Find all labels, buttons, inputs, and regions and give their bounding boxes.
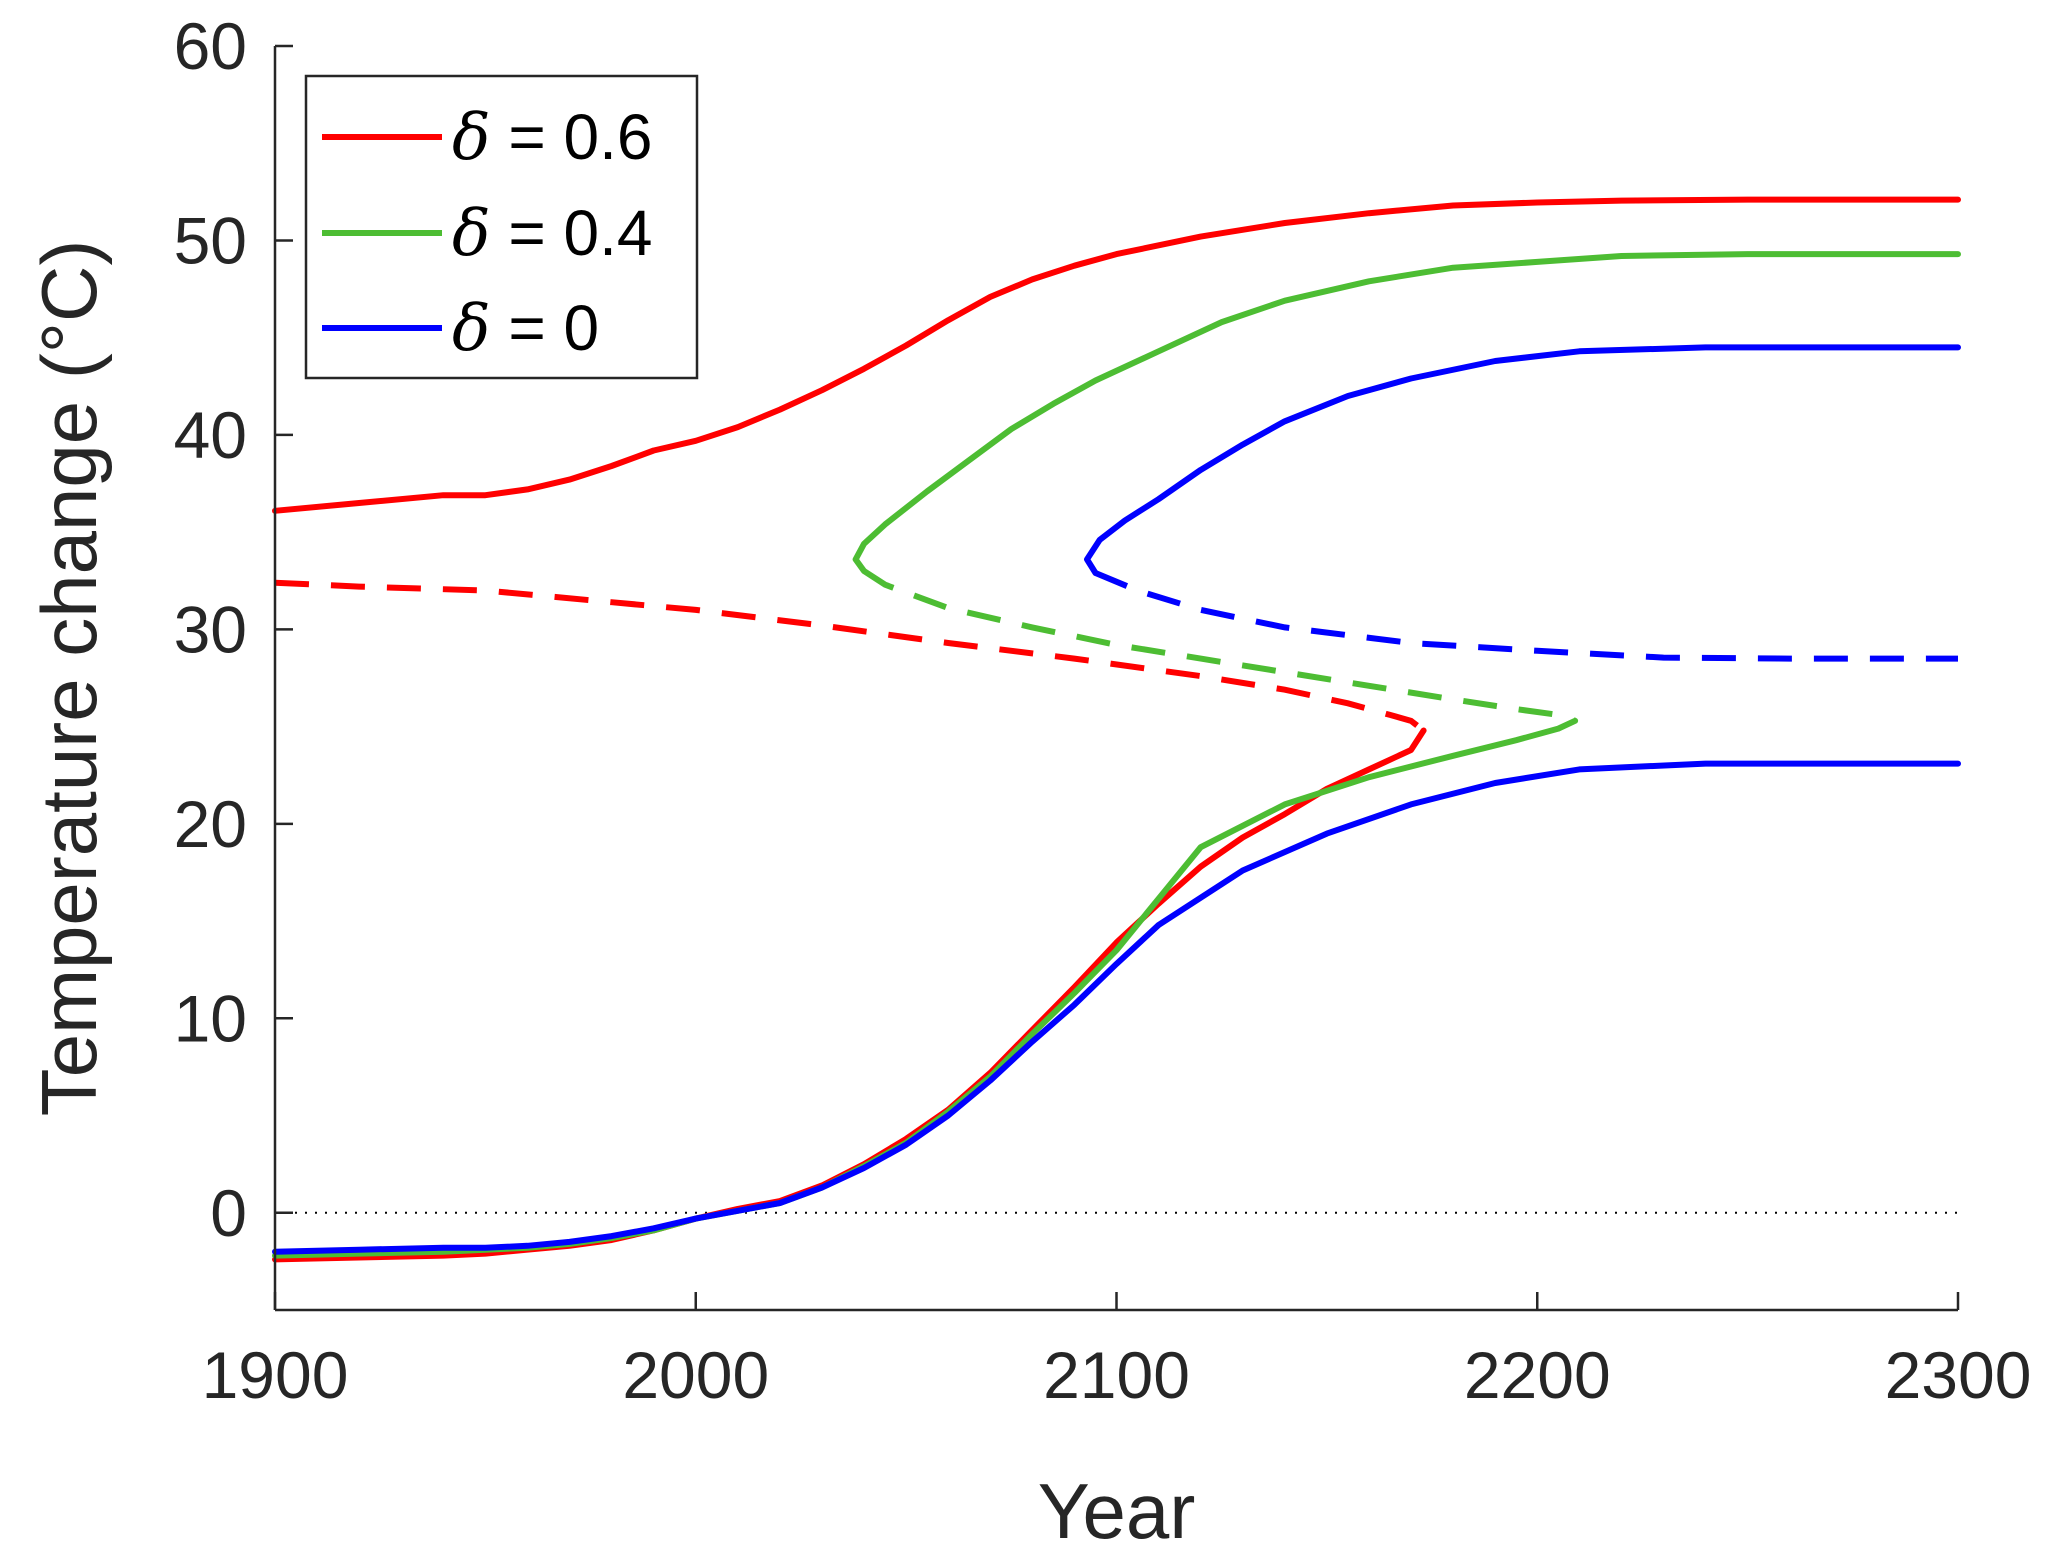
x-tick-label: 2000 — [622, 1338, 769, 1412]
series-1-unstable-branch — [862, 568, 1577, 724]
legend-symbol: δ — [452, 292, 491, 366]
legend-item: δ = 0.6 — [322, 101, 652, 175]
legend-value: = 0 — [491, 292, 600, 364]
series-0-upper-stable-branch — [272, 196, 1961, 514]
x-tick-label: 2300 — [1885, 1338, 2032, 1412]
legend-label: δ = 0.6 — [452, 101, 652, 175]
legend-value: = 0.4 — [491, 197, 653, 269]
x-tick-label: 1900 — [202, 1338, 349, 1412]
series-1-upper-stable-branch — [852, 251, 1961, 574]
ticks-layer: 1900 2000 2100 2200 2300 0 10 20 30 40 50 60 — [174, 9, 2032, 1412]
series-2-upper-stable-branch — [1084, 344, 1961, 576]
y-axis-title: Temperature change (°C) — [25, 240, 113, 1117]
curves-layer — [272, 196, 1961, 1263]
y-tick-label: 50 — [174, 203, 247, 277]
legend-label: δ = 0 — [452, 292, 599, 366]
legend-item: δ = 0 — [322, 292, 599, 366]
series-0-lower-stable-branch — [272, 727, 1427, 1263]
series-2-lower-stable-branch — [272, 760, 1961, 1255]
series-2-unstable-branch — [1094, 570, 1958, 662]
x-tick-label: 2100 — [1043, 1338, 1190, 1412]
y-tick-label: 60 — [174, 9, 247, 83]
series-0-unstable-branch — [274, 579, 1426, 733]
x-axis-title: Year — [1038, 1467, 1196, 1552]
legend-item: δ = 0.4 — [322, 197, 652, 271]
y-tick-label: 20 — [174, 787, 247, 861]
y-tick-label: 0 — [210, 1176, 247, 1250]
series-1-lower-stable-branch — [272, 717, 1579, 1259]
y-tick-label: 40 — [174, 398, 247, 472]
x-tick-label: 2200 — [1464, 1338, 1611, 1412]
legend-symbol: δ — [452, 101, 491, 175]
series-2 — [272, 344, 1961, 1255]
y-tick-label: 10 — [174, 981, 247, 1055]
series-1 — [272, 251, 1961, 1259]
legend-symbol: δ — [452, 197, 491, 271]
legend-value: = 0.6 — [491, 101, 653, 173]
legend: δ = 0.6δ = 0.4δ = 0 — [304, 74, 699, 380]
legend-label: δ = 0.4 — [452, 197, 652, 271]
y-tick-label: 30 — [174, 592, 247, 666]
